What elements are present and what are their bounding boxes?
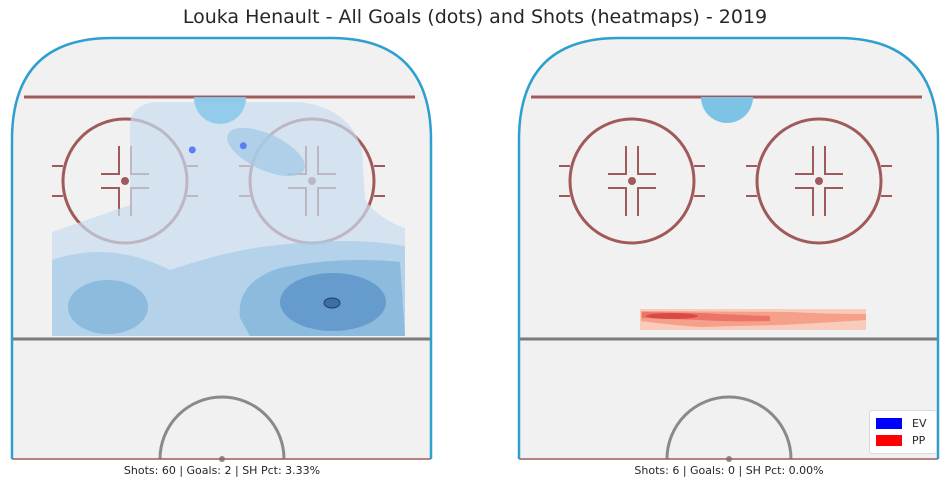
legend-swatch-ev (876, 418, 902, 429)
heatmap-level-4 (646, 313, 698, 319)
legend-label-ev: EV (912, 417, 927, 430)
center-circle (158, 395, 286, 460)
goal-crease-overlay (194, 98, 246, 124)
boards (10, 36, 433, 459)
pp-heatmap (640, 309, 866, 330)
heatmap-level-3 (68, 280, 148, 334)
legend-label-pp: PP (912, 434, 926, 447)
faceoff-dot (121, 177, 129, 185)
heatmap-level-2 (227, 127, 305, 177)
hash-marks (559, 146, 892, 216)
rink-ice (519, 38, 938, 459)
rink-panel-left (10, 36, 433, 462)
stats-caption-right: Shots: 6 | Goals: 0 | SH Pct: 0.00% (634, 464, 824, 477)
goal-dot (239, 142, 247, 150)
goal-crease (701, 97, 753, 123)
chart-title: Louka Henault - All Goals (dots) and Sho… (182, 6, 768, 28)
center-circle (665, 395, 793, 460)
heatmap-level-5 (323, 297, 341, 309)
stats-caption-left: Shots: 60 | Goals: 2 | SH Pct: 3.33% (123, 464, 321, 477)
rink-panel-right (517, 36, 940, 462)
faceoff-dot (628, 177, 636, 185)
legend-swatch-pp (876, 435, 902, 446)
faceoff-dot (815, 177, 823, 185)
legend: EV PP (869, 410, 937, 454)
boards (517, 36, 940, 459)
goal-dot (188, 146, 196, 154)
ev-heatmap (52, 98, 405, 336)
faceoff-circle-left (568, 117, 696, 245)
faceoff-circle-right (755, 117, 883, 245)
